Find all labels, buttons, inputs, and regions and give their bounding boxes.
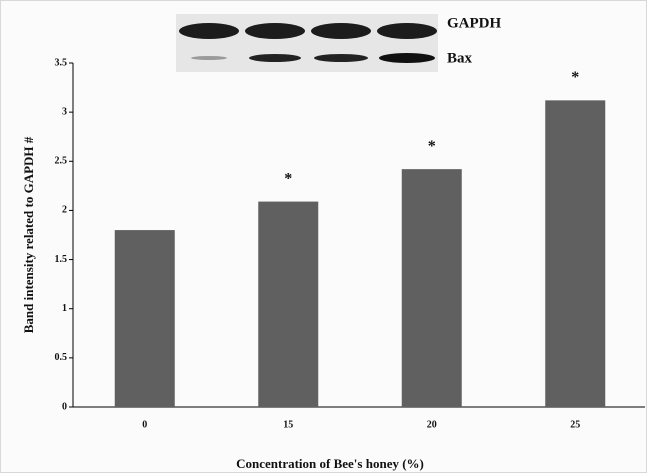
significance-marker: * — [571, 69, 579, 86]
x-tick-label: 25 — [570, 419, 580, 430]
chart: GAPDH Bax Band intensity related to GAPD… — [0, 0, 647, 473]
gapdh-band — [377, 23, 437, 39]
y-axis-label: Band intensity related to GAPDH # — [21, 136, 36, 333]
y-tick-label: 1.5 — [55, 254, 68, 265]
bar — [402, 169, 462, 407]
x-tick-label: 20 — [427, 419, 437, 430]
bar — [115, 230, 175, 407]
y-tick-label: 0 — [62, 401, 67, 412]
blot-background — [176, 14, 438, 72]
significance-marker: * — [428, 138, 436, 155]
y-tick-label: 3.5 — [55, 57, 68, 68]
x-tick-label: 0 — [142, 419, 147, 430]
gapdh-band — [245, 23, 305, 39]
blot-label: GAPDH — [447, 15, 501, 31]
y-tick-label: 0.5 — [55, 352, 68, 363]
blot-label: Bax — [447, 50, 473, 66]
y-tick-label: 2 — [62, 205, 67, 216]
bax-band — [191, 56, 227, 60]
bar — [545, 100, 605, 407]
bax-band — [314, 54, 368, 62]
x-axis-label: Concentration of Bee's honey (%) — [236, 456, 424, 471]
y-tick-label: 3 — [62, 106, 67, 117]
bax-band — [249, 54, 301, 62]
bar — [258, 202, 318, 407]
x-tick-label: 15 — [283, 419, 293, 430]
bax-band — [379, 53, 435, 63]
western-blot — [176, 14, 438, 72]
significance-marker: * — [284, 170, 292, 187]
gapdh-band — [311, 23, 371, 39]
y-tick-label: 1 — [62, 303, 67, 314]
gapdh-band — [179, 23, 239, 39]
y-tick-label: 2.5 — [55, 156, 68, 167]
